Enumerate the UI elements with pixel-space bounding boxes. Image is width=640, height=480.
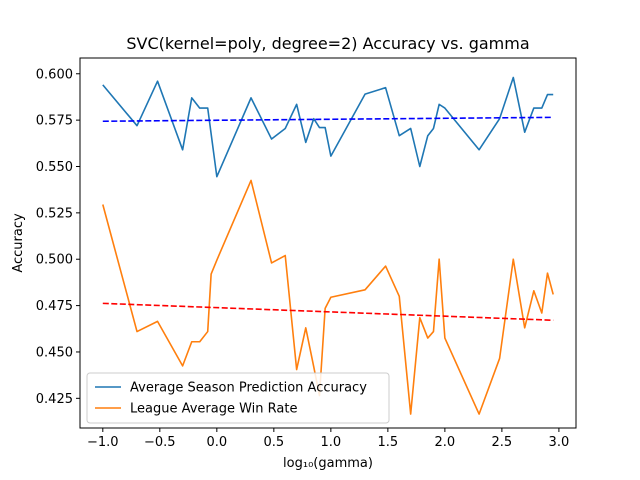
x-tick-label: 1.5 bbox=[378, 435, 399, 450]
x-tick-label: 1.0 bbox=[321, 435, 342, 450]
x-axis-label: log₁₀(gamma) bbox=[283, 456, 373, 471]
y-tick-label: 0.600 bbox=[36, 67, 73, 82]
x-tick-label: −1.0 bbox=[87, 435, 119, 450]
series-line-1 bbox=[102, 179, 554, 415]
x-tick-label: 3.0 bbox=[549, 435, 570, 450]
plot-lines bbox=[102, 76, 554, 415]
x-tick-label: 0.0 bbox=[206, 435, 227, 450]
y-tick-label: 0.450 bbox=[36, 345, 73, 360]
x-tick-label: 2.0 bbox=[435, 435, 456, 450]
y-tick-label: 0.575 bbox=[36, 114, 73, 129]
y-tick-label: 0.500 bbox=[36, 253, 73, 268]
legend-box bbox=[86, 372, 390, 424]
legend: Average Season Prediction Accuracy League… bbox=[86, 372, 390, 424]
trend-line-3 bbox=[102, 302, 554, 322]
y-axis-label: Accuracy bbox=[11, 213, 26, 273]
y-tick-label: 0.425 bbox=[36, 392, 73, 407]
legend-label: League Average Win Rate bbox=[130, 402, 297, 417]
x-axis-ticks: −1.0 −0.5 0.0 0.5 1.0 1.5 2.0 2.5 3.0 bbox=[87, 428, 569, 450]
x-tick-label: 0.5 bbox=[263, 435, 284, 450]
y-tick-label: 0.550 bbox=[36, 160, 73, 175]
y-tick-label: 0.525 bbox=[36, 206, 73, 221]
y-tick-label: 0.475 bbox=[36, 299, 73, 314]
x-tick-label: −0.5 bbox=[144, 435, 176, 450]
y-axis-ticks: 0.425 0.450 0.475 0.500 0.525 0.550 0.575 0.600 bbox=[36, 67, 80, 407]
series-line-0 bbox=[102, 76, 554, 178]
chart-title: SVC(kernel=poly, degree=2) Accuracy vs. … bbox=[126, 34, 529, 53]
x-tick-label: 2.5 bbox=[492, 435, 513, 450]
legend-label: Average Season Prediction Accuracy bbox=[130, 381, 367, 396]
trend-line-2 bbox=[102, 116, 554, 123]
plot-frame bbox=[79, 57, 577, 429]
